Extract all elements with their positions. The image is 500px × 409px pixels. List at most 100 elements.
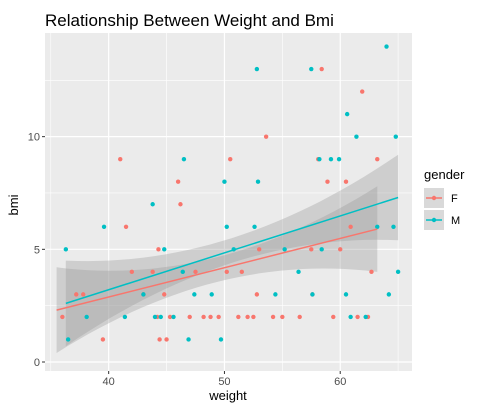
data-point-M xyxy=(336,156,342,162)
data-point-F xyxy=(175,179,181,184)
data-point-F xyxy=(187,314,192,320)
plot-background xyxy=(45,33,412,371)
data-point-F xyxy=(251,314,256,320)
data-point-M xyxy=(224,224,229,229)
data-point-F xyxy=(369,269,374,275)
data-point-F xyxy=(348,224,353,229)
data-point-M xyxy=(171,314,176,320)
data-point-F xyxy=(216,314,221,320)
data-point-M xyxy=(395,269,401,275)
data-point-F xyxy=(309,247,314,252)
x-axis-title: weight xyxy=(208,388,247,403)
legend-label-M: M xyxy=(451,215,460,227)
data-point-F xyxy=(129,269,135,275)
data-point-F xyxy=(118,156,123,162)
data-point-F xyxy=(162,292,167,297)
y-tick-label: 10 xyxy=(28,132,40,144)
x-tick-label: 40 xyxy=(103,376,115,388)
data-point-M xyxy=(309,66,314,72)
data-point-M xyxy=(310,292,315,297)
data-point-F xyxy=(375,156,380,162)
data-point-F xyxy=(157,337,162,342)
data-point-F xyxy=(360,89,365,94)
legend: FM xyxy=(424,188,460,230)
data-point-M xyxy=(122,314,128,320)
data-point-M xyxy=(354,134,359,139)
data-point-M xyxy=(296,269,301,275)
data-point-F xyxy=(156,247,161,252)
data-point-F xyxy=(325,179,330,184)
x-tick-label: 50 xyxy=(218,376,230,388)
y-tick-label: 5 xyxy=(34,244,40,256)
data-point-F xyxy=(254,292,260,297)
data-point-M xyxy=(328,156,334,162)
y-tick-label: 0 xyxy=(34,357,40,369)
data-point-M xyxy=(282,247,287,252)
data-point-F xyxy=(331,314,336,320)
data-point-M xyxy=(152,314,158,320)
data-point-M xyxy=(158,314,163,320)
data-point-F xyxy=(201,314,206,320)
data-point-M xyxy=(255,179,261,184)
data-point-M xyxy=(375,224,380,229)
data-point-M xyxy=(343,292,349,297)
data-point-F xyxy=(263,134,269,139)
data-point-M xyxy=(186,337,191,342)
data-point-M xyxy=(141,292,146,297)
data-point-M xyxy=(348,314,353,320)
data-point-M xyxy=(84,314,89,320)
trend-line-M xyxy=(65,196,399,305)
legend-key-point xyxy=(431,195,437,201)
data-point-F xyxy=(280,314,285,320)
data-point-F xyxy=(208,314,213,320)
data-point-M xyxy=(391,224,396,229)
data-point-F xyxy=(297,314,302,320)
data-point-M xyxy=(63,247,69,252)
plot-area: 40 50 60 0 5 10 xyxy=(28,33,412,388)
trend-line-F xyxy=(56,228,378,311)
data-point-M xyxy=(273,292,278,297)
data-point-M xyxy=(386,292,392,297)
data-point-F xyxy=(74,292,79,297)
data-point-F xyxy=(236,314,241,320)
data-point-F xyxy=(224,269,229,275)
data-point-F xyxy=(239,269,245,275)
data-point-F xyxy=(100,337,106,342)
data-point-F xyxy=(167,314,173,320)
data-point-F xyxy=(228,156,233,162)
data-point-M xyxy=(363,314,368,320)
data-point-M xyxy=(101,224,107,229)
data-point-M xyxy=(180,269,185,275)
data-point-F xyxy=(123,224,129,229)
data-point-F xyxy=(245,314,250,320)
legend-label-F: F xyxy=(451,193,458,205)
data-point-F xyxy=(193,269,198,275)
data-point-F xyxy=(150,269,155,275)
data-point-M xyxy=(218,337,224,342)
legend-title: gender xyxy=(424,167,465,182)
data-point-M xyxy=(192,292,197,297)
data-point-M xyxy=(162,247,167,252)
data-point-M xyxy=(252,224,257,229)
data-point-M xyxy=(65,337,71,342)
data-point-F xyxy=(270,314,276,320)
data-point-F xyxy=(256,247,262,252)
data-point-M xyxy=(319,247,324,252)
data-point-M xyxy=(254,66,260,72)
data-point-M xyxy=(209,292,214,297)
data-point-M xyxy=(317,156,322,162)
y-axis-title: bmi xyxy=(6,194,21,215)
data-point-F xyxy=(319,66,324,72)
data-point-F xyxy=(338,247,343,252)
data-point-F xyxy=(164,337,169,342)
x-tick-label: 60 xyxy=(334,376,346,388)
chart-title: Relationship Between Weight and Bmi xyxy=(45,11,334,30)
data-point-F xyxy=(81,292,86,297)
data-point-M xyxy=(393,134,398,139)
data-point-F xyxy=(60,314,65,320)
data-point-M xyxy=(181,156,187,162)
data-point-M xyxy=(384,44,389,49)
data-point-M xyxy=(222,179,227,184)
